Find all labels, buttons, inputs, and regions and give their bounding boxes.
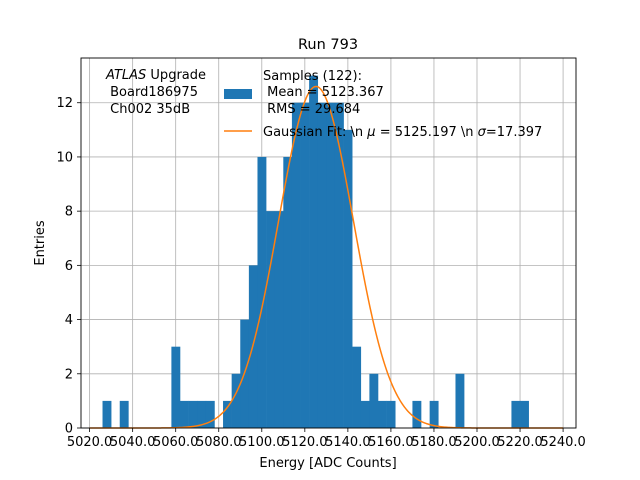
histogram-bar bbox=[378, 400, 387, 428]
y-axis-label: Entries bbox=[33, 220, 48, 266]
y-tick-label: 12 bbox=[56, 96, 73, 111]
y-tick-label: 10 bbox=[56, 150, 73, 165]
legend: Samples (122): Mean = 5123.367 RMS = 29.… bbox=[224, 69, 542, 140]
histogram-bar bbox=[180, 400, 189, 428]
histogram-bar bbox=[352, 346, 362, 428]
histogram-bar bbox=[520, 400, 529, 428]
x-tick-label: 5200.0 bbox=[454, 435, 500, 450]
histogram-bar bbox=[369, 373, 379, 428]
annotation-atlas-word: ATLAS bbox=[105, 68, 146, 83]
y-tick-label: 0 bbox=[65, 422, 73, 437]
x-tick-label: 5040.0 bbox=[110, 435, 156, 450]
histogram-bar bbox=[511, 400, 521, 428]
histogram-bar bbox=[257, 156, 267, 428]
histogram-bar bbox=[300, 102, 310, 428]
annotation-upgrade-word: Upgrade bbox=[150, 68, 206, 83]
legend-samples-line-3: RMS = 29.684 bbox=[263, 102, 360, 117]
annotation-line-3: Ch002 35dB bbox=[106, 102, 190, 117]
x-tick-label: 5240.0 bbox=[540, 435, 586, 450]
histogram-bar bbox=[386, 400, 396, 428]
legend-fit-mid: = 5125.197 \n bbox=[376, 125, 478, 140]
y-tick-label: 8 bbox=[65, 205, 73, 220]
histogram-bar bbox=[205, 400, 215, 428]
x-tick-label: 5220.0 bbox=[497, 435, 543, 450]
y-tick-label: 2 bbox=[65, 367, 73, 382]
histogram-bar bbox=[317, 102, 327, 428]
x-tick-label: 5140.0 bbox=[325, 435, 371, 450]
legend-samples-line-2: Mean = 5123.367 bbox=[263, 85, 384, 100]
x-tick-label: 5100.0 bbox=[239, 435, 285, 450]
histogram-bar bbox=[309, 75, 319, 428]
histogram-bar bbox=[412, 400, 422, 428]
histogram-bar bbox=[171, 346, 181, 428]
legend-fit-label: Gaussian Fit: \n μ = 5125.197 \n σ=17.39… bbox=[263, 125, 542, 140]
histogram-bar bbox=[197, 400, 207, 428]
y-tick-label: 4 bbox=[65, 313, 73, 328]
histogram-bar bbox=[326, 102, 336, 428]
annotation-line-2: Board186975 bbox=[106, 85, 198, 100]
legend-samples-swatch bbox=[224, 89, 252, 99]
x-axis-ticks: 5020.05040.05060.05080.05100.05120.05140… bbox=[67, 428, 586, 450]
histogram-bar bbox=[266, 211, 275, 428]
annotation-text: ATLAS Upgrade Board186975 Ch002 35dB bbox=[105, 68, 206, 117]
legend-samples-line-1: Samples (122): bbox=[263, 69, 362, 84]
histogram-bar bbox=[102, 400, 112, 428]
x-tick-label: 5160.0 bbox=[368, 435, 414, 450]
y-axis-ticks: 0 2 4 6 8 10 12 bbox=[56, 96, 81, 437]
histogram-bar bbox=[429, 400, 439, 428]
x-axis-label: Energy [ADC Counts] bbox=[259, 456, 396, 471]
plot-frame bbox=[80, 57, 577, 429]
histogram-bar bbox=[119, 400, 129, 428]
x-tick-label: 5120.0 bbox=[282, 435, 328, 450]
chart-title: Run 793 bbox=[298, 37, 358, 53]
legend-fit-sigma-symbol: σ bbox=[478, 125, 487, 140]
histogram-bar bbox=[283, 156, 293, 428]
legend-fit-suffix: =17.397 bbox=[486, 125, 542, 140]
histogram-bar bbox=[223, 400, 232, 428]
x-tick-label: 5080.0 bbox=[196, 435, 242, 450]
histogram-bar bbox=[274, 211, 284, 428]
histogram-bar bbox=[231, 373, 241, 428]
x-tick-label: 5020.0 bbox=[67, 435, 113, 450]
histogram-bar bbox=[334, 102, 344, 428]
histogram-bar bbox=[188, 400, 198, 428]
annotation-line-1: ATLAS Upgrade bbox=[105, 68, 206, 83]
histogram-bars bbox=[102, 75, 529, 429]
x-tick-label: 5060.0 bbox=[153, 435, 199, 450]
histogram-bar bbox=[455, 373, 465, 428]
legend-fit-mu-symbol: μ bbox=[366, 125, 375, 140]
histogram-bar bbox=[291, 102, 301, 428]
histogram-bar bbox=[343, 129, 353, 429]
y-tick-label: 6 bbox=[65, 259, 73, 274]
histogram-bar bbox=[360, 400, 370, 428]
x-tick-label: 5180.0 bbox=[411, 435, 457, 450]
legend-fit-prefix: Gaussian Fit: \n bbox=[263, 125, 367, 140]
